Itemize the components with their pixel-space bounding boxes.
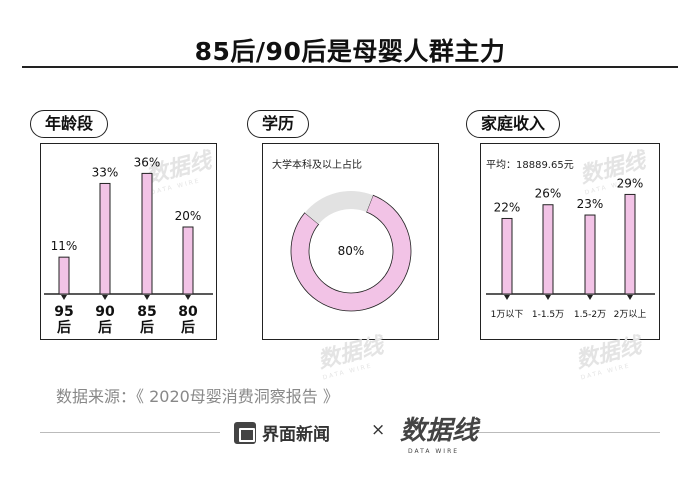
income-category-label: 2万以上 [614,309,647,320]
income-bar [584,214,596,295]
income-value-label: 22% [494,200,521,214]
data-source: 数据来源：《 2020母婴消费洞察报告 》 [56,387,339,406]
footer-rule-left [40,432,220,433]
title-underline [22,66,678,68]
age-category-label: 后 [181,319,195,336]
income-tick-marker [504,295,510,300]
income-bar [624,193,636,295]
data-wire-logo: 数据线 [400,416,479,446]
education-center-label: 80% [338,244,365,258]
income-value-label: 29% [617,176,644,190]
age-bar [182,226,194,295]
income-tick-marker [545,295,551,300]
age-tick-marker [61,295,67,300]
age-category-label: 95 [54,304,73,320]
age-bar [99,182,111,295]
income-tick-marker [627,295,633,300]
income-bar [501,217,513,295]
education-pill: 学历 [247,110,310,138]
jiemian-logo-icon [234,422,256,444]
income-category-label: 1-1.5万 [532,310,564,320]
age-bar [58,256,70,295]
income-pill: 家庭收入 [466,110,561,138]
income-value-label: 23% [577,197,604,211]
age-category-label: 后 [98,319,112,336]
age-category-label: 后 [140,319,154,336]
footer-rule-right [470,432,660,433]
page-title: 85后/90后是母婴人群主力 [194,37,506,66]
education-donut-slice-rest [304,191,374,225]
income-bar [542,204,554,295]
times-sign: × [371,420,386,440]
age-tick-marker [185,295,191,300]
brand-name: 界面新闻 [262,425,330,445]
age-category-label: 后 [57,319,71,336]
age-value-label: 11% [51,239,78,253]
income-average-note: 平均：18889.65元 [486,160,574,171]
age-category-label: 90 [95,304,115,320]
age-tick-marker [102,295,108,300]
income-category-label: 1.5-2万 [574,310,606,320]
income-tick-marker [587,295,593,300]
age-category-label: 85 [137,304,156,320]
age-pill: 年龄段 [30,110,109,138]
age-value-label: 33% [92,165,119,179]
age-tick-marker [144,295,150,300]
education-note: 大学本科及以上占比 [272,160,362,171]
education-donut-slice-main [290,194,412,312]
data-wire-logo-sub: DATA WIRE [408,448,460,455]
age-category-label: 80 [178,304,198,320]
age-value-label: 20% [175,209,202,223]
age-bar [141,172,153,295]
income-value-label: 26% [535,187,562,201]
age-value-label: 36% [134,155,161,169]
income-category-label: 1万以下 [491,310,524,320]
